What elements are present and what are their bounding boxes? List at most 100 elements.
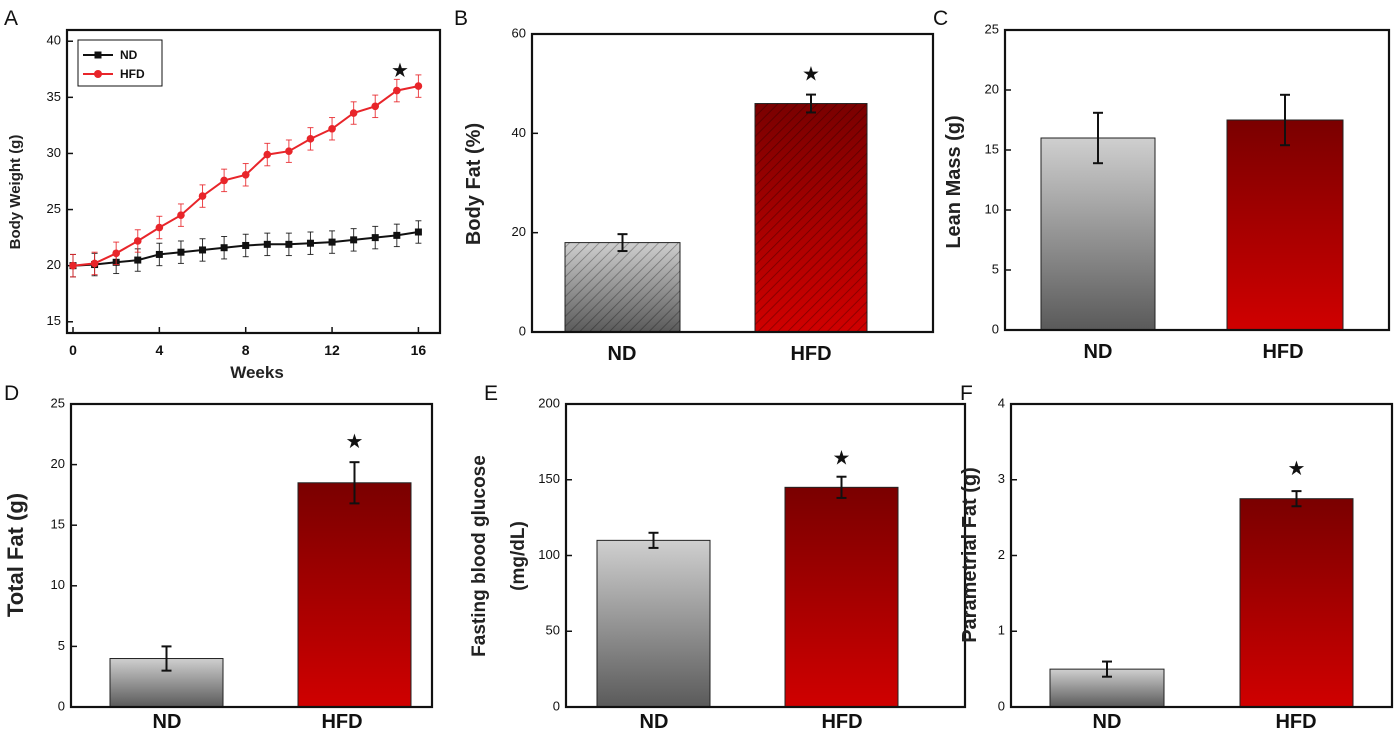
panel-a-hfd-point-1 (90, 259, 99, 268)
panel-a-body-weight-chart: A Body Weight (g) Weeks 15 20 25 30 35 40 0 4 8… (4, 7, 442, 382)
panel-a-hfd-point-13 (349, 109, 358, 117)
panel-f-category-hfd: HFD (1275, 711, 1316, 733)
panel-a-y-ticks: 15 20 25 30 35 40 (47, 33, 73, 328)
panel-a-x-tick-label-3: 12 (324, 342, 340, 358)
panel-f-bar-hfd (1239, 498, 1354, 708)
panel-e-bar-nd (596, 539, 711, 708)
panel-a-nd-point-12 (328, 238, 336, 246)
panel-a-nd-point-7 (220, 244, 228, 252)
panel-a-plot-frame (65, 28, 442, 335)
panel-d-y-tick-label-0: 0 (58, 698, 65, 713)
panel-d-category-nd: ND (153, 711, 182, 733)
panel-b-y-tick-label-2: 40 (512, 125, 526, 140)
panel-a-x-tick-label-4: 16 (411, 342, 427, 358)
panel-e-plot-frame (564, 402, 967, 709)
panel-c-lean-mass-chart: C Lean Mass (g) 0 5 10 15 20 25 ND HFD (933, 7, 1391, 363)
panel-c-bars (1040, 93, 1344, 331)
panel-a-hfd-point-8 (241, 170, 250, 179)
panel-d-y-tick-label-1: 5 (58, 638, 65, 653)
panel-a-hfd-point-11 (306, 135, 315, 143)
panel-f-y-tick-label-4: 4 (998, 395, 1005, 410)
panel-f-y-ticks: 0 1 2 3 4 (998, 395, 1017, 713)
panel-b-y-ticks: 0 20 40 60 (512, 25, 538, 338)
panel-e-y-axis-label-unit: (mg/dL) (508, 521, 529, 591)
panel-e-y-axis-label: Fasting blood glucose (469, 455, 490, 657)
panel-a-x-tick-label-2: 8 (242, 342, 250, 358)
panel-f-category-nd: ND (1093, 711, 1122, 733)
panel-c-category-nd: ND (1084, 341, 1113, 363)
panel-a-hfd-point-7 (220, 176, 228, 185)
panel-a-y-tick-label-4: 35 (47, 89, 61, 104)
panel-c-bar-nd (1040, 137, 1156, 331)
panel-b-plot-frame (530, 32, 935, 334)
panel-d-y-tick-label-2: 10 (51, 577, 65, 592)
panel-c-y-tick-label-3: 15 (985, 141, 999, 156)
panel-d-plot-frame (69, 402, 434, 709)
panel-a-series (69, 74, 423, 278)
panel-a-nd-point-6 (199, 246, 207, 254)
panel-a-nd-point-15 (393, 231, 401, 239)
panel-a-x-ticks: 0 4 8 12 16 (69, 327, 426, 358)
panel-letter-b: B (454, 7, 468, 30)
panel-b-bar-nd-hatch (565, 242, 680, 332)
legend-nd-label: ND (120, 48, 138, 62)
panel-a-x-tick-label-0: 0 (69, 342, 77, 358)
panel-f-significance-star-hfd: ★ (1288, 458, 1306, 480)
panel-a-hfd-point-9 (263, 150, 272, 159)
panel-a-nd-point-3 (134, 256, 142, 264)
panel-a-y-tick-label-1: 20 (47, 257, 61, 272)
panel-d-category-hfd: HFD (321, 711, 362, 733)
panel-b-category-hfd: HFD (790, 343, 831, 365)
panel-e-bar-hfd (784, 486, 899, 708)
panel-a-legend-box (77, 39, 163, 87)
panel-c-y-tick-label-1: 5 (992, 261, 999, 276)
panel-a-nd-point-14 (371, 234, 379, 242)
panel-a-hfd-point-0 (69, 261, 77, 270)
panel-f-y-tick-label-1: 1 (998, 623, 1005, 638)
legend-nd-marker (94, 51, 102, 59)
panel-a-hfd-point-16 (414, 82, 423, 90)
panel-a-hfd-point-12 (328, 124, 336, 133)
panel-a-y-tick-label-5: 40 (47, 33, 61, 48)
panel-b-y-tick-label-3: 60 (512, 25, 526, 40)
panel-letter-e: E (484, 382, 498, 405)
panel-c-y-ticks: 0 5 10 15 20 25 (985, 21, 1011, 336)
panel-a-nd-point-5 (177, 248, 185, 256)
panel-b-body-fat-chart: B Body Fat (%) 0 20 40 60 ★ ND HFD (454, 7, 935, 365)
panel-b-category-nd: ND (608, 343, 637, 365)
panel-a-nd-point-11 (306, 239, 314, 247)
panel-e-y-tick-label-2: 100 (538, 547, 560, 562)
panel-b-y-tick-label-1: 20 (512, 224, 526, 239)
panel-d-y-tick-label-5: 25 (51, 395, 65, 410)
panel-b-bars: ★ (564, 64, 868, 333)
panel-c-y-tick-label-0: 0 (992, 321, 999, 336)
panel-c-category-hfd: HFD (1262, 341, 1303, 363)
panel-f-bars: ★ (1049, 458, 1354, 708)
panel-a-hfd-point-4 (155, 223, 164, 232)
panel-c-y-tick-label-2: 10 (985, 201, 999, 216)
panel-a-y-tick-label-2: 25 (47, 201, 61, 216)
panel-a-hfd-point-6 (198, 192, 207, 200)
panel-a-significance-star: ★ (391, 60, 409, 82)
panel-a-nd-point-8 (242, 241, 250, 249)
panel-e-category-hfd: HFD (821, 711, 862, 733)
panel-f-y-axis-label: Parametrial Fat (g) (959, 467, 981, 643)
panel-e-bars: ★ (596, 448, 899, 708)
panel-e-fasting-glucose-chart: E Fasting blood glucose (mg/dL) 0 50 100 15… (469, 382, 967, 733)
panel-f-plot-frame (1009, 402, 1394, 709)
panel-e-y-tick-label-3: 150 (538, 471, 560, 486)
panel-e-y-ticks: 0 50 100 150 200 (538, 395, 572, 713)
panel-a-hfd-point-14 (371, 102, 380, 111)
panel-e-category-nd: ND (640, 711, 669, 733)
panel-d-y-ticks: 0 5 10 15 20 25 (51, 395, 77, 713)
panel-e-significance-star-hfd: ★ (833, 448, 851, 470)
panel-letter-d: D (4, 382, 19, 405)
panel-a-nd-point-9 (263, 240, 271, 248)
panel-a-nd-point-4 (155, 250, 163, 258)
panel-c-y-tick-label-5: 25 (985, 21, 999, 36)
panel-letter-a: A (4, 7, 18, 30)
panel-a-hfd-point-10 (285, 147, 293, 155)
panel-c-y-axis-label: Lean Mass (g) (943, 115, 965, 248)
panel-f-bar-nd (1049, 668, 1165, 708)
panel-d-y-tick-label-4: 20 (51, 456, 65, 471)
